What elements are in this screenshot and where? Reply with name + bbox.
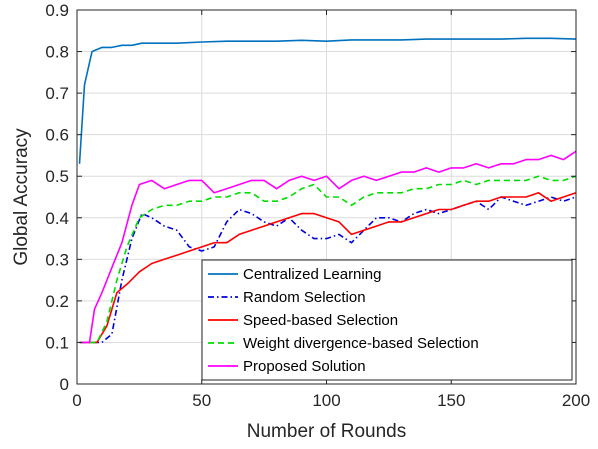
series-line-4 <box>79 175 577 344</box>
legend-box <box>201 259 573 381</box>
series-line-5 <box>79 150 577 344</box>
x-tick-label: 100 <box>312 391 340 410</box>
series-layer <box>78 37 577 344</box>
y-tick-label: 0.5 <box>45 167 69 186</box>
legend-label: Proposed Solution <box>243 358 366 375</box>
series-line-2 <box>79 196 577 344</box>
y-tick-label: 0.3 <box>45 250 69 269</box>
legend-label: Random Selection <box>243 289 366 306</box>
y-tick-label: 0.2 <box>45 292 69 311</box>
legend-label: Weight divergence-based Selection <box>243 335 479 352</box>
y-tick-label: 0.8 <box>45 43 69 62</box>
y-tick-label: 0.4 <box>45 209 69 228</box>
series-line-1 <box>78 37 577 164</box>
legend-label: Speed-based Selection <box>243 312 398 329</box>
y-tick-label: 0.6 <box>45 126 69 145</box>
series-line-3 <box>79 192 577 344</box>
y-tick-label: 0.1 <box>45 333 69 352</box>
x-tick-label: 0 <box>72 391 81 410</box>
legend-label: Centralized Learning <box>243 266 381 283</box>
y-tick-label: 0 <box>60 375 69 394</box>
axis-ticks: 0 50 100 150 200 0 0.1 0.2 0.3 0.4 0.5 0.6 0.7 0.8 0.9 <box>45 1 590 410</box>
y-tick-label: 0.9 <box>45 1 69 20</box>
x-axis-label: Number of Rounds <box>247 421 406 442</box>
x-tick-label: 50 <box>192 391 211 410</box>
legend: Centralized Learning Random Selection Spee… <box>201 259 573 381</box>
x-tick-label: 200 <box>562 391 590 410</box>
y-tick-label: 0.7 <box>45 84 69 103</box>
y-axis-label: Global Accuracy <box>11 128 32 266</box>
x-tick-label: 150 <box>437 391 465 410</box>
